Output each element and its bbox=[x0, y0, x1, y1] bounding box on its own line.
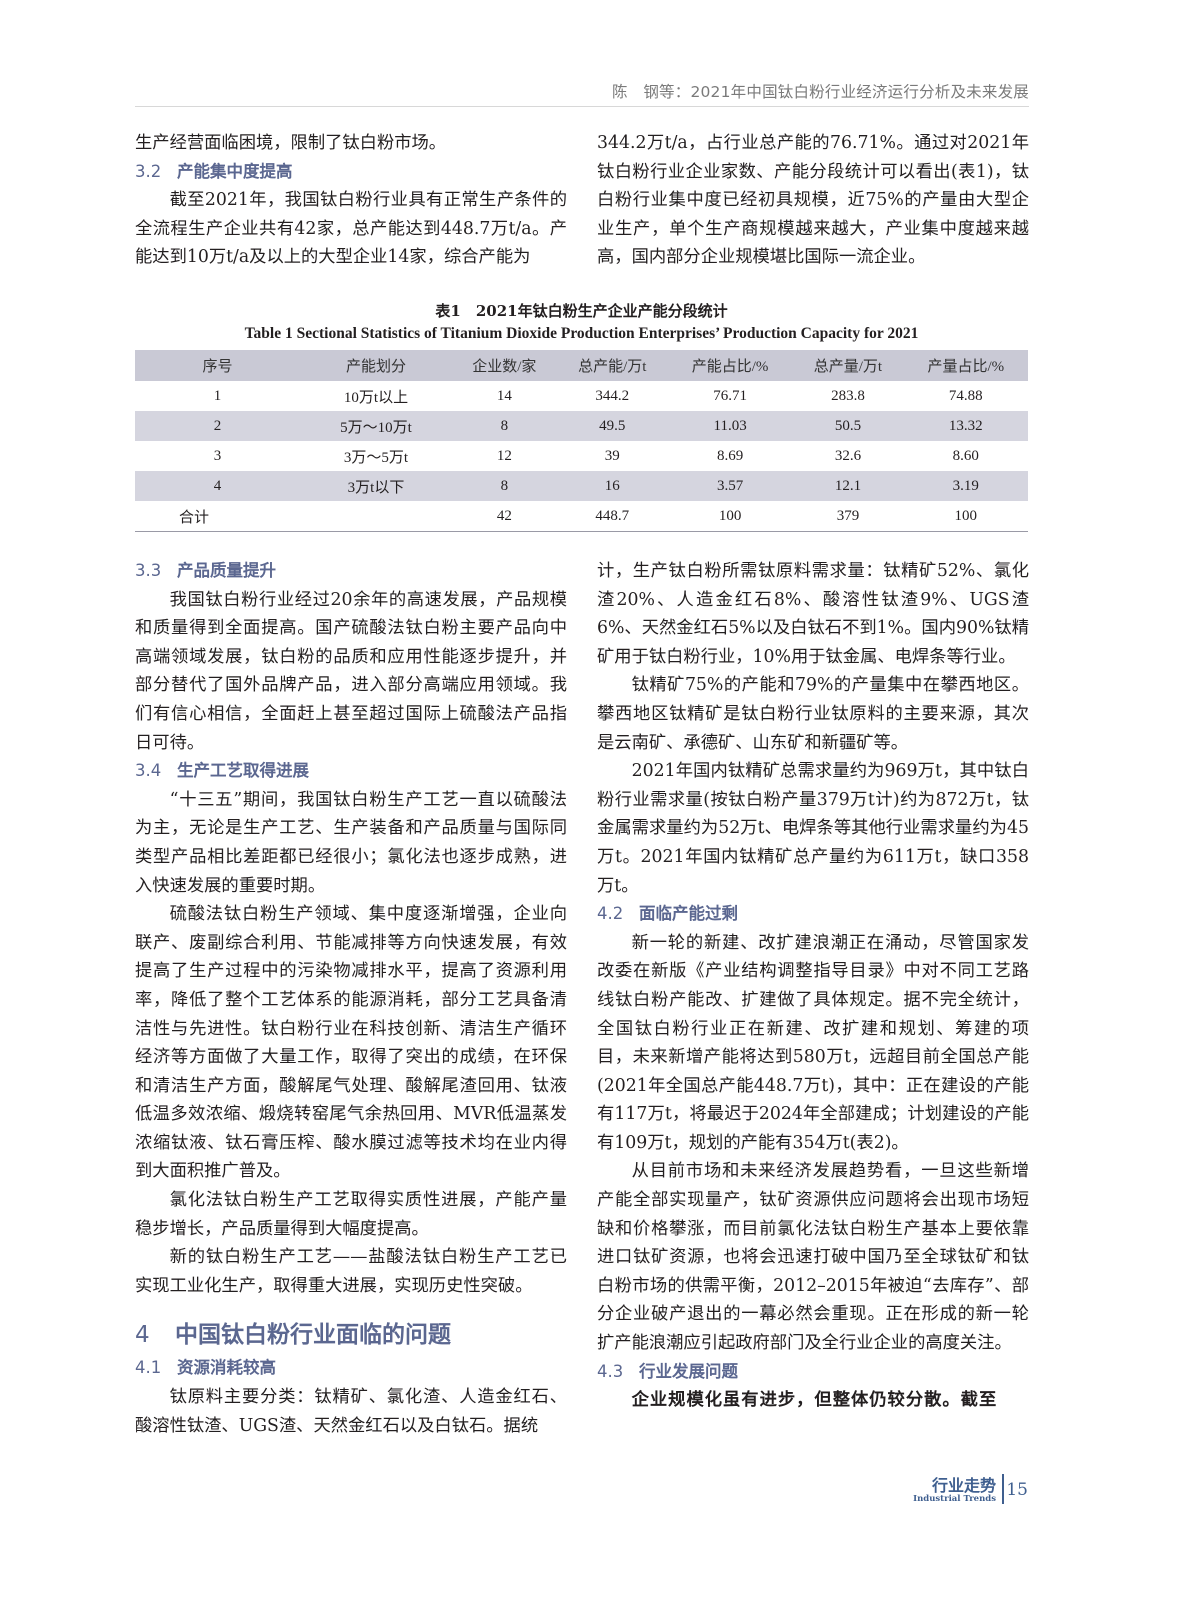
section-number: 3.4 bbox=[135, 761, 162, 781]
paragraph: 2021年国内钛精矿总需求量约为969万t，其中钛白粉行业需求量(按钛白粉产量3… bbox=[597, 761, 1029, 896]
paragraph: 截至2021年，我国钛白粉行业具有正常生产条件的全流程生产企业共有42家，总产能… bbox=[135, 190, 567, 268]
paragraph: 我国钛白粉行业经过20余年的高速发展，产品规模和质量得到全面提高。国产硫酸法钛白… bbox=[135, 589, 567, 753]
paragraph: 生产经营面临困境，限制了钛白粉市场。 bbox=[135, 133, 447, 153]
table-cell: 100 bbox=[903, 501, 1028, 532]
subsection-heading: 4.1 资源消耗较高 bbox=[135, 1354, 567, 1383]
table-cell: 16 bbox=[556, 471, 668, 501]
section-title: 产能集中度提高 bbox=[177, 161, 293, 181]
table-cell: 49.5 bbox=[556, 411, 668, 441]
section-title: 面临产能过剩 bbox=[639, 904, 738, 924]
section-number: 4.2 bbox=[597, 904, 624, 924]
right-column-bottom: 计，生产钛白粉所需钛原料需求量：钛精矿52%、氯化渣20%、人造金红石8%、酸溶… bbox=[597, 557, 1029, 1415]
paragraph: 344.2万t/a，占行业总产能的76.71%。通过对2021年钛白粉行业企业家… bbox=[597, 133, 1029, 268]
section-number: 3.2 bbox=[135, 161, 162, 181]
table-cell: 8.69 bbox=[716, 447, 744, 464]
table-cell: 合计 bbox=[135, 501, 300, 532]
table-cell bbox=[300, 501, 452, 532]
subsection-heading: 3.4 生产工艺取得进展 bbox=[135, 757, 567, 786]
footer-section-title-en: Industrial Trends bbox=[913, 1494, 996, 1504]
table-row: 合计 42 448.7 100 379 100 bbox=[135, 501, 1028, 532]
paragraph: “十三五”期间，我国钛白粉生产工艺一直以硫酸法为主，无论是生产工艺、生产装备和产… bbox=[135, 789, 567, 896]
section-number: 3.3 bbox=[135, 561, 162, 580]
table-cell: 3万t以下 bbox=[300, 471, 452, 501]
table-row: 1 10万t以上 14 344.2 76.71 283.8 74.88 bbox=[135, 381, 1028, 411]
column-header: 产能划分 bbox=[300, 350, 452, 381]
running-head: 陈 钢等：2021年中国钛白粉行业经济运行分析及未来发展 bbox=[135, 80, 1029, 107]
table-cell: 379 bbox=[792, 501, 904, 532]
table-cell: 283.8 bbox=[831, 387, 865, 404]
table-cell: 1 bbox=[213, 387, 222, 404]
paragraph: 硫酸法钛白粉生产领域、集中度逐渐增强，企业向联产、废副综合利用、节能减排等方向快… bbox=[135, 904, 567, 1182]
footer-section-title: 行业走势 bbox=[931, 1476, 996, 1495]
column-header: 序号 bbox=[135, 350, 300, 381]
table-cell: 5万～10万t bbox=[300, 411, 452, 441]
paragraph: 从目前市场和未来经济发展趋势看，一旦这些新增产能全部实现量产，钛矿资源供应问题将… bbox=[597, 1161, 1029, 1354]
paragraph: 新的钛白粉生产工艺——盐酸法钛白粉生产工艺已实现工业化生产，取得重大进展，实现历… bbox=[135, 1247, 567, 1296]
table-row: 4 3万t以下 8 16 3.57 12.1 3.19 bbox=[135, 471, 1028, 501]
table-cell: 3.19 bbox=[903, 471, 1028, 501]
column-header: 产能占比/% bbox=[667, 350, 793, 381]
footer-divider bbox=[1002, 1474, 1004, 1504]
table-row: 2 5万～10万t 8 49.5 11.03 50.5 13.32 bbox=[135, 411, 1028, 441]
table-cell: 32.6 bbox=[834, 447, 862, 464]
table-cell: 10万t以上 bbox=[343, 389, 409, 406]
table-cell: 12.1 bbox=[792, 471, 904, 501]
table-cell: 3.57 bbox=[667, 471, 793, 501]
column-header: 产量占比/% bbox=[903, 350, 1028, 381]
section-number: 4.1 bbox=[135, 1358, 162, 1378]
table-cell: 11.03 bbox=[667, 411, 793, 441]
column-header: 企业数/家 bbox=[452, 350, 557, 381]
page-number: 15 bbox=[1006, 1480, 1028, 1500]
section-title: 生产工艺取得进展 bbox=[177, 761, 309, 781]
table-caption-en: Table 1 Sectional Statistics of Titanium… bbox=[244, 325, 919, 342]
table-cell: 3万～5万t bbox=[343, 449, 409, 466]
table-cell: 12 bbox=[496, 447, 512, 464]
table-cell: 13.32 bbox=[903, 411, 1028, 441]
table-cell: 3 bbox=[213, 447, 222, 464]
table-cell: 100 bbox=[667, 501, 793, 532]
paragraph: 氯化法钛白粉生产工艺取得实质性进展，产能产量稳步增长，产品质量得到大幅度提高。 bbox=[135, 1190, 567, 1239]
table-row: 3 3万～5万t 12 39 8.69 32.6 8.60 bbox=[135, 441, 1028, 471]
table-cell: 8.60 bbox=[952, 447, 979, 464]
left-column-bottom: 3.3 产品质量提升我国钛白粉行业经过20余年的高速发展，产品规模和质量得到全面提… bbox=[135, 557, 567, 1440]
table-cell: 42 bbox=[452, 501, 557, 532]
subsection-heading: 4.2 面临产能过剩 bbox=[597, 900, 1029, 929]
table-cell: 4 bbox=[135, 471, 300, 501]
column-header: 总产能/万t bbox=[556, 350, 668, 381]
table-cell: 76.71 bbox=[713, 387, 747, 404]
table-cell: 8 bbox=[452, 411, 557, 441]
paragraph: 钛精矿75%的产能和79%的产量集中在攀西地区。攀西地区钛精矿是钛白粉行业钛原料… bbox=[597, 675, 1029, 753]
table-cell: 74.88 bbox=[948, 387, 983, 404]
subsection-heading: 3.2 产能集中度提高 bbox=[135, 158, 567, 187]
column-header: 总产量/万t bbox=[792, 350, 904, 381]
section-number: 4.3 bbox=[597, 1361, 624, 1381]
right-column-top: 344.2万t/a，占行业总产能的76.71%。通过对2021年钛白粉行业企业家… bbox=[597, 129, 1029, 272]
paragraph: 企业规模化虽有进步，但整体仍较分散。截至 bbox=[631, 1390, 998, 1411]
section-heading: 4 中国钛白粉行业面临的问题 bbox=[135, 1318, 567, 1352]
paragraph: 钛原料主要分类：钛精矿、氯化渣、人造金红石、酸溶性钛渣、UGS渣、天然金红石以及… bbox=[135, 1387, 567, 1436]
section-title: 资源消耗较高 bbox=[177, 1358, 276, 1378]
table-cell: 344.2 bbox=[595, 387, 630, 404]
table-cell: 448.7 bbox=[556, 501, 668, 532]
paragraph: 新一轮的新建、改扩建浪潮正在涌动，尽管国家发改委在新版《产业结构调整指导目录》中… bbox=[597, 932, 1029, 1153]
table-cell: 2 bbox=[135, 411, 300, 441]
section-title: 行业发展问题 bbox=[639, 1361, 738, 1381]
section-number: 4 bbox=[135, 1322, 150, 1349]
table-cell: 14 bbox=[496, 387, 512, 404]
table-cell: 8 bbox=[452, 471, 557, 501]
section-title: 产品质量提升 bbox=[177, 561, 276, 580]
table-cell: 50.5 bbox=[792, 411, 904, 441]
left-column-top: 生产经营面临困境，限制了钛白粉市场。 3.2 产能集中度提高截至2021年，我国钛白… bbox=[135, 129, 567, 272]
paragraph: 计，生产钛白粉所需钛原料需求量：钛精矿52%、氯化渣20%、人造金红石8%、酸溶… bbox=[597, 561, 1029, 667]
subsection-heading: 4.3 行业发展问题 bbox=[597, 1358, 1029, 1387]
subsection-heading: 3.3 产品质量提升 bbox=[135, 557, 567, 586]
table-header-row: 序号 产能划分 企业数/家 总产能/万t 产能占比/% 总产量/万t 产量占比/% bbox=[135, 350, 1028, 381]
table-caption-cn: 表1 2021年钛白粉生产企业产能分段统计 bbox=[435, 302, 728, 320]
page-footer: 行业走势 Industrial Trends 15 bbox=[900, 1472, 1030, 1516]
capacity-table: 序号 产能划分 企业数/家 总产能/万t 产能占比/% 总产量/万t 产量占比/% 1 10万… bbox=[135, 350, 1028, 532]
section-title: 中国钛白粉行业面临的问题 bbox=[175, 1322, 451, 1349]
table-cell: 39 bbox=[604, 447, 620, 464]
